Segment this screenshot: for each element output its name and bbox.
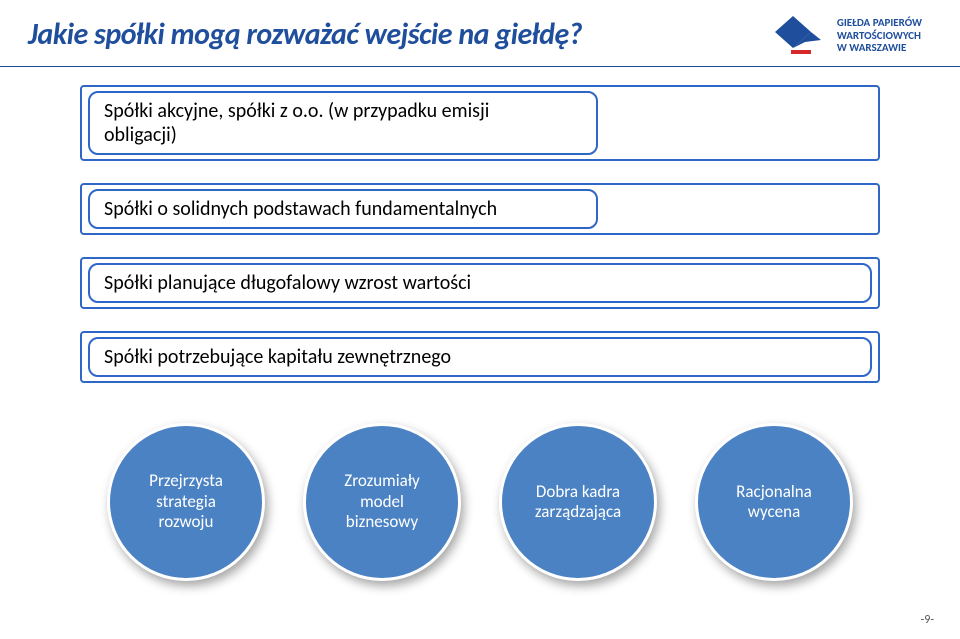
circle-label: Zrozumiały model biznesowy (344, 471, 419, 532)
criteria-text: Spółki potrzebujące kapitału zewnętrzneg… (104, 345, 451, 369)
page-number: -9- (921, 613, 934, 627)
criteria-inner-box: Spółki potrzebujące kapitału zewnętrzneg… (88, 337, 872, 377)
criteria-inner-box: Spółki akcyjne, spółki z o.o. (w przypad… (88, 91, 598, 155)
logo-text: GIEŁDA PAPIERÓW WARTOŚCIOWYCH W WARSZAWI… (837, 17, 922, 55)
criteria-box-list: Spółki akcyjne, spółki z o.o. (w przypad… (0, 67, 960, 383)
criteria-inner-box: Spółki planujące długofalowy wzrost wart… (88, 263, 872, 303)
info-circle: Zrozumiały model biznesowy (303, 423, 461, 581)
page-title: Jakie spółki mogą rozważać wejście na gi… (28, 16, 771, 53)
gpw-logo-icon (771, 12, 825, 60)
criteria-text: Spółki planujące długofalowy wzrost wart… (104, 271, 471, 295)
criteria-text: Spółki akcyjne, spółki z o.o. (w przypad… (104, 99, 489, 123)
circle-label: Racjonalna wycena (736, 482, 812, 523)
criteria-outer-box: Spółki akcyjne, spółki z o.o. (w przypad… (80, 85, 880, 161)
info-circle: Przejrzysta strategia rozwoju (107, 423, 265, 581)
logo-block: GIEŁDA PAPIERÓW WARTOŚCIOWYCH W WARSZAWI… (771, 12, 932, 60)
info-circle: Dobra kadra zarządzająca (499, 423, 657, 581)
criteria-text: obligacji) (104, 123, 177, 147)
circle-label: Dobra kadra zarządzająca (535, 482, 621, 523)
circle-label: Przejrzysta strategia rozwoju (149, 471, 223, 532)
criteria-inner-box: Spółki o solidnych podstawach fundamenta… (88, 189, 598, 229)
circle-row: Przejrzysta strategia rozwoju Zrozumiały … (0, 423, 960, 581)
criteria-outer-box: Spółki planujące długofalowy wzrost wart… (80, 257, 880, 309)
criteria-outer-box: Spółki o solidnych podstawach fundamenta… (80, 183, 880, 235)
criteria-outer-box: Spółki potrzebujące kapitału zewnętrzneg… (80, 331, 880, 383)
info-circle: Racjonalna wycena (695, 423, 853, 581)
criteria-text: Spółki o solidnych podstawach fundamenta… (104, 197, 497, 221)
